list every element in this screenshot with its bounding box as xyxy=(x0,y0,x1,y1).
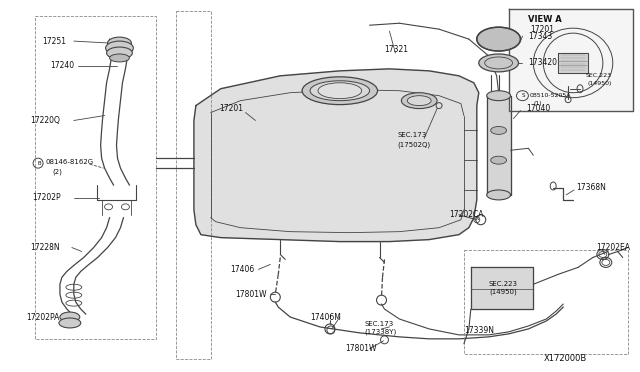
Text: 17201: 17201 xyxy=(531,25,554,34)
Ellipse shape xyxy=(479,54,518,72)
Ellipse shape xyxy=(310,81,369,101)
Text: S: S xyxy=(522,93,525,98)
Text: 17368N: 17368N xyxy=(576,183,606,192)
Ellipse shape xyxy=(491,156,507,164)
Text: (1): (1) xyxy=(533,101,542,106)
Ellipse shape xyxy=(491,126,507,134)
Text: (14950): (14950) xyxy=(588,81,612,86)
Text: (14950): (14950) xyxy=(490,289,518,295)
Text: 17406: 17406 xyxy=(230,265,255,274)
Text: 17228N: 17228N xyxy=(30,243,60,252)
Text: 17240: 17240 xyxy=(50,61,74,70)
Text: (17502Q): (17502Q) xyxy=(397,141,431,148)
Text: VIEW A: VIEW A xyxy=(529,15,562,24)
Text: SEC.223: SEC.223 xyxy=(489,281,518,287)
Ellipse shape xyxy=(106,41,133,55)
Polygon shape xyxy=(509,9,632,110)
Ellipse shape xyxy=(302,77,378,105)
Ellipse shape xyxy=(60,312,80,322)
Text: 17202P: 17202P xyxy=(32,193,61,202)
Text: 17251: 17251 xyxy=(42,36,66,46)
Text: 17220Q: 17220Q xyxy=(30,116,60,125)
Text: 17202EA: 17202EA xyxy=(596,243,630,252)
Text: X172000B: X172000B xyxy=(543,354,586,363)
Text: (2): (2) xyxy=(52,169,62,175)
Text: 17406M: 17406M xyxy=(310,312,341,321)
Text: 173420: 173420 xyxy=(529,58,557,67)
Text: 17040: 17040 xyxy=(527,104,550,113)
Text: 17801W: 17801W xyxy=(236,290,267,299)
Ellipse shape xyxy=(401,93,437,109)
Text: 08146-8162G: 08146-8162G xyxy=(45,159,93,165)
Text: 17202PA: 17202PA xyxy=(26,312,60,321)
Polygon shape xyxy=(471,267,533,309)
Text: 08510-5205A: 08510-5205A xyxy=(529,93,571,98)
Ellipse shape xyxy=(108,37,131,49)
Text: 17801W: 17801W xyxy=(345,344,376,353)
Text: 17202CA: 17202CA xyxy=(449,210,483,219)
Polygon shape xyxy=(558,53,588,73)
Ellipse shape xyxy=(318,83,362,99)
Polygon shape xyxy=(194,69,479,241)
Text: B: B xyxy=(37,161,41,166)
Ellipse shape xyxy=(109,54,129,62)
Ellipse shape xyxy=(477,27,520,51)
Text: SEC.173: SEC.173 xyxy=(365,321,394,327)
Ellipse shape xyxy=(486,190,511,200)
Ellipse shape xyxy=(486,91,511,101)
Text: SEC.173: SEC.173 xyxy=(397,132,427,138)
Text: 17339N: 17339N xyxy=(464,326,494,336)
Ellipse shape xyxy=(59,318,81,328)
Polygon shape xyxy=(486,96,511,195)
Ellipse shape xyxy=(107,47,132,59)
Text: 17343: 17343 xyxy=(529,32,553,41)
Text: SEC.223: SEC.223 xyxy=(586,73,612,78)
Ellipse shape xyxy=(407,96,431,106)
Text: (17338Y): (17338Y) xyxy=(365,328,397,335)
Text: 17321: 17321 xyxy=(385,45,408,54)
Text: 17201: 17201 xyxy=(219,104,243,113)
